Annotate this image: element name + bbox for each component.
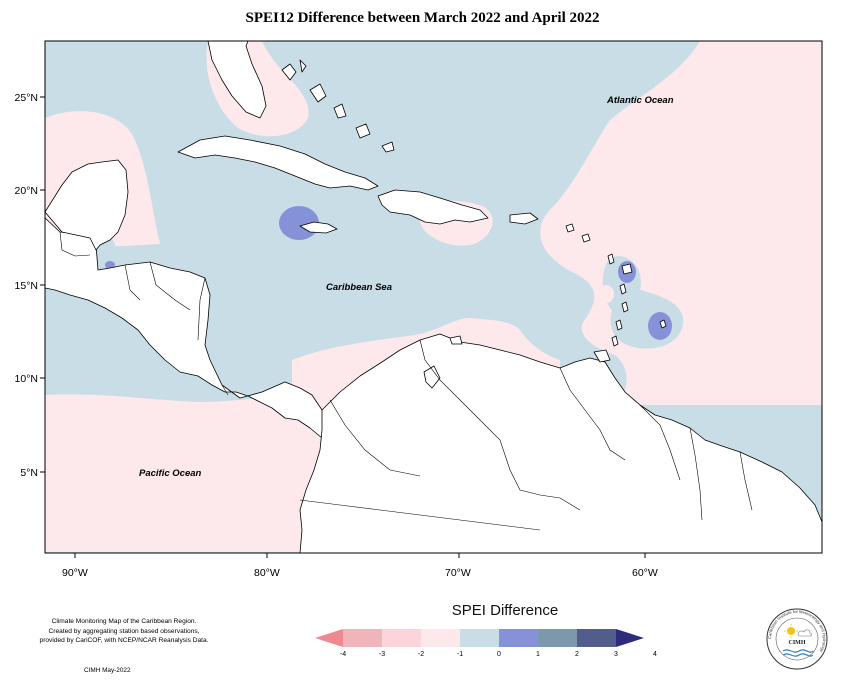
land-puerto-rico (509, 212, 539, 225)
country-borders (59, 231, 753, 531)
map-frame (44, 40, 823, 554)
legend-swatch (577, 629, 616, 647)
credit-text: Climate Monitoring Map of the Caribbean … (24, 617, 224, 646)
credit-line-2: Created by aggregating station based obs… (48, 627, 200, 635)
lat-label-25n: 25°N (15, 92, 38, 104)
land-jamaica (299, 221, 338, 234)
land-hispaniola (377, 189, 489, 225)
lat-label-15n: 15°N (15, 280, 38, 292)
legend-tick-label: 1 (536, 651, 540, 658)
logo-acronym: CIMH (789, 640, 806, 646)
land-south-america (299, 333, 822, 553)
legend-swatch (343, 629, 382, 647)
legend-title: SPEI Difference (451, 602, 559, 619)
caribbean-sea-label: Caribbean Sea (326, 282, 392, 293)
cloud-icon (797, 629, 812, 637)
land-yucatan (45, 159, 129, 251)
legend-arrow-low (315, 629, 343, 647)
lon-label-70w: 70°W (445, 567, 471, 579)
pacific-negative-field (45, 394, 330, 552)
legend-tick-label: -2 (418, 651, 424, 658)
credit-line-3: provided by CariCOF, with NCEP/NCAR Rean… (39, 637, 209, 645)
lat-label-10n: 10°N (15, 373, 38, 385)
legend-swatch (538, 629, 577, 647)
lon-label-60w: 60°W (632, 567, 658, 579)
credit-line-1: Climate Monitoring Map of the Caribbean … (51, 618, 197, 625)
legend-tick-label: -4 (340, 651, 346, 658)
sun-icon (787, 627, 795, 635)
lat-label-20n: 20°N (15, 185, 38, 197)
belize-positive-anomaly (105, 261, 115, 269)
barbados-positive-anomaly (648, 312, 672, 340)
credit-date: CIMH May-2022 (84, 667, 131, 674)
atlantic-ocean-label: Atlantic Ocean (606, 95, 674, 106)
antilles-negative-spot (598, 285, 614, 303)
pacific-ocean-label: Pacific Ocean (139, 468, 202, 479)
legend-swatch (421, 629, 460, 647)
lat-ticks (40, 96, 45, 473)
land-florida (207, 41, 267, 119)
legend-tick-label: 0 (497, 651, 501, 658)
land-trinidad (593, 349, 611, 363)
legend-tick-label: 4 (653, 651, 657, 658)
legend-swatch (499, 629, 538, 647)
spei-map: 90°W 80°W 70°W 60°W 25°N 20°N 15°N 10°N … (15, 40, 823, 579)
lon-ticks (74, 553, 646, 558)
wave-icon (782, 649, 814, 653)
legend-tick-label: 2 (575, 651, 579, 658)
legend-tick-label: -3 (379, 651, 385, 658)
east-negative-field (540, 41, 822, 405)
lon-label-90w: 90°W (62, 567, 88, 579)
lat-label-5n: 5°N (20, 467, 38, 479)
lon-label-80w: 80°W (254, 567, 280, 579)
legend-tick-label: -1 (457, 651, 463, 658)
map-title: SPEI12 Difference between March 2022 and… (245, 10, 600, 26)
legend-swatch (460, 629, 499, 647)
land-masses (45, 41, 822, 553)
legend-arrow-high (616, 629, 644, 647)
legend-tick-label: 3 (614, 651, 618, 658)
land-cuba (177, 135, 379, 191)
cimh-logo: CIMH Caribbean Institute for Meteorology… (766, 608, 828, 670)
legend-swatch (382, 629, 421, 647)
